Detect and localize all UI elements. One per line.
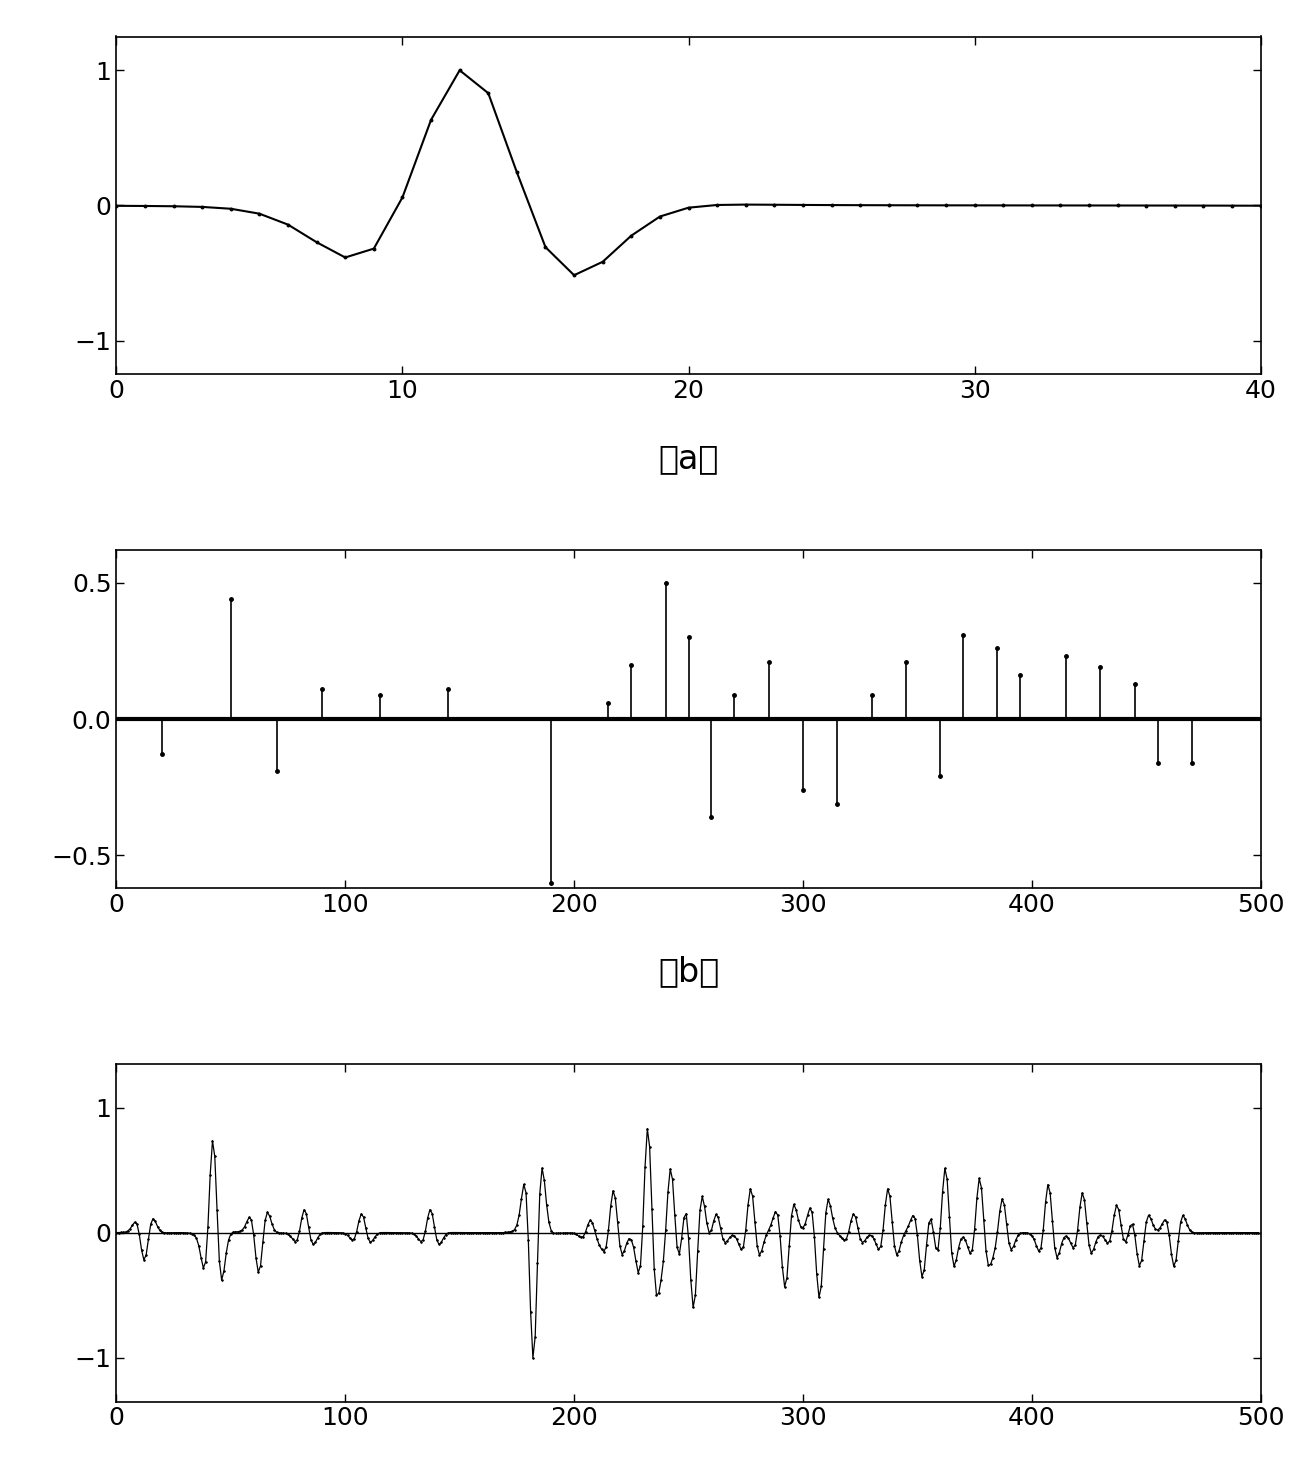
Text: （a）: （a）	[658, 442, 719, 474]
Text: （b）: （b）	[658, 956, 719, 988]
